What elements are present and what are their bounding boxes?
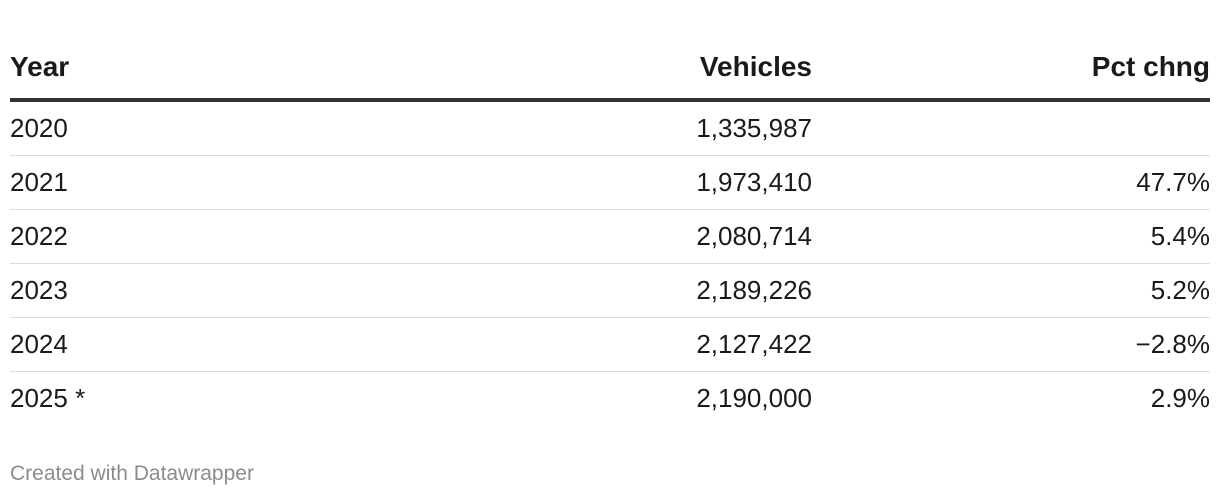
cell-vehicles: 2,080,714 [410, 209, 812, 264]
column-header-vehicles[interactable]: Vehicles [410, 36, 812, 102]
cell-year: 2021 [10, 155, 410, 210]
cell-pct-change: 47.7% [812, 155, 1210, 210]
column-header-pct-change[interactable]: Pct chng [812, 36, 1210, 102]
cell-pct-change: 5.2% [812, 263, 1210, 318]
cell-vehicles: 1,335,987 [410, 100, 812, 156]
cell-pct-change [812, 100, 1210, 156]
cell-year: 2022 [10, 209, 410, 264]
cell-vehicles: 2,127,422 [410, 317, 812, 372]
cell-vehicles: 1,973,410 [410, 155, 812, 210]
datawrapper-credit: Created with Datawrapper [10, 462, 254, 485]
table-row: 2023 2,189,226 5.2% [10, 263, 1210, 318]
table-header-row: Year Vehicles Pct chng [10, 36, 1210, 102]
vehicles-table: Year Vehicles Pct chng 2020 1,335,987 2021… [10, 36, 1210, 425]
cell-year: 2023 [10, 263, 410, 318]
cell-year: 2024 [10, 317, 410, 372]
column-header-year[interactable]: Year [10, 36, 410, 102]
table-row: 2022 2,080,714 5.4% [10, 209, 1210, 264]
cell-vehicles: 2,189,226 [410, 263, 812, 318]
cell-pct-change: −2.8% [812, 317, 1210, 372]
table-row: 2020 1,335,987 [10, 100, 1210, 156]
cell-year: 2025 * [10, 383, 86, 413]
cell-vehicles: 2,190,000 [696, 383, 812, 413]
cell-year: 2020 [10, 100, 410, 156]
table-row: 2021 1,973,410 47.7% [10, 155, 1210, 210]
data-table-container: Year Vehicles Pct chng 2020 1,335,987 2021… [10, 36, 1210, 425]
table-row: 2025 * 2,190,000 2.9% [10, 372, 1210, 426]
table-row: 2024 2,127,422 −2.8% [10, 317, 1210, 372]
table-body: 2020 1,335,987 2021 1,973,410 47.7% 2022 2,080… [10, 100, 1210, 425]
cell-pct-change: 5.4% [812, 209, 1210, 264]
cell-pct-change: 2.9% [1150, 383, 1210, 413]
